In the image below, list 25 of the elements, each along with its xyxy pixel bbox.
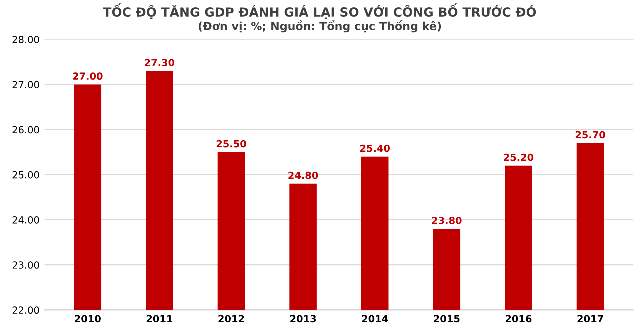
data-label: 25.20 bbox=[504, 154, 534, 162]
data-label: 25.40 bbox=[360, 144, 390, 152]
data-label: 27.00 bbox=[73, 72, 103, 80]
x-tick-label: 2011 bbox=[146, 315, 173, 323]
y-tick-label: 24.00 bbox=[12, 216, 40, 224]
chart-title: TỐC ĐỘ TĂNG GDP ĐÁNH GIÁ LẠI SO VỚI CÔNG BỐ TRƯỚC ĐÓ bbox=[103, 4, 536, 20]
x-tick-label: 2014 bbox=[362, 315, 388, 323]
x-tick-label: 2013 bbox=[290, 315, 316, 323]
y-tick-label: 26.00 bbox=[12, 126, 40, 134]
x-tick-label: 2015 bbox=[434, 315, 460, 323]
y-tick-label: 23.00 bbox=[12, 262, 40, 269]
data-label: 23.80 bbox=[432, 217, 462, 224]
y-tick-label: 28.00 bbox=[12, 36, 40, 44]
x-tick-label: 2010 bbox=[75, 315, 101, 323]
data-label: 25.70 bbox=[576, 131, 606, 139]
x-tick-label: 2016 bbox=[506, 315, 532, 323]
data-label: 25.50 bbox=[216, 140, 246, 148]
x-tick-label: 2017 bbox=[578, 315, 604, 323]
data-label: 24.80 bbox=[288, 172, 318, 180]
chart-subtitle: (Đơn vị: %; Nguồn: Tổng cục Thống kê) bbox=[198, 20, 442, 33]
y-tick-label: 27.00 bbox=[12, 81, 40, 89]
x-tick-label: 2012 bbox=[218, 315, 244, 323]
y-tick-label: 25.00 bbox=[12, 171, 40, 179]
y-tick-label: 22.00 bbox=[12, 306, 40, 314]
data-label: 27.30 bbox=[145, 59, 175, 67]
